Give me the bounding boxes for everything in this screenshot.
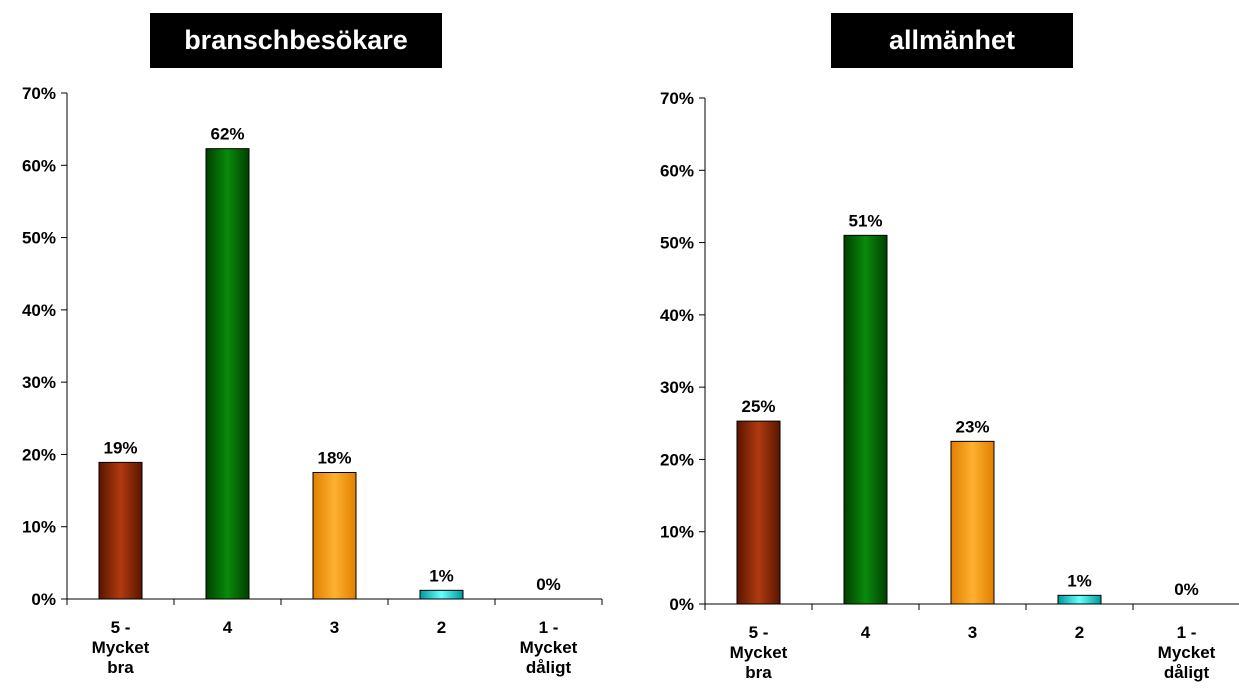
y-tick-label: 30% [22, 373, 56, 392]
y-tick-label: 10% [22, 518, 56, 537]
y-tick-label: 0% [669, 595, 694, 614]
bar [950, 440, 995, 605]
x-category-label: 2 [1075, 623, 1084, 642]
y-tick-label: 0% [31, 590, 56, 609]
bar [205, 148, 250, 600]
y-tick-label: 60% [660, 161, 694, 180]
y-tick-label: 70% [22, 84, 56, 103]
y-tick-label: 50% [22, 229, 56, 248]
bar [736, 420, 781, 605]
y-tick-label: 60% [22, 156, 56, 175]
x-category-label: 3 [330, 618, 339, 637]
bar [98, 461, 143, 600]
y-tick-label: 10% [660, 523, 694, 542]
bar-value-label: 23% [955, 417, 989, 436]
bar-value-label: 51% [848, 211, 882, 230]
bar-value-label: 19% [103, 438, 137, 457]
bar [1057, 594, 1102, 605]
chart-title-allmanhet: allmänhet [831, 13, 1073, 68]
bar-value-label: 0% [536, 575, 561, 594]
bar-value-label: 0% [1174, 580, 1199, 599]
y-tick-label: 20% [22, 445, 56, 464]
x-category-label: 1 -Mycket dåligt [520, 618, 578, 677]
x-category-label: 2 [437, 618, 446, 637]
y-tick-label: 30% [660, 378, 694, 397]
x-category-label: 4 [223, 618, 233, 637]
bar-value-label: 1% [1067, 571, 1092, 590]
x-category-label: 5 -Mycket bra [92, 618, 150, 677]
x-category-label: 5 -Mycket bra [730, 623, 788, 682]
bar [843, 234, 888, 605]
x-category-label: 3 [968, 623, 977, 642]
bar-value-label: 1% [429, 566, 454, 585]
y-tick-label: 40% [660, 306, 694, 325]
bar [419, 589, 464, 600]
bar-value-label: 62% [210, 125, 244, 144]
bar-value-label: 18% [317, 449, 351, 468]
bar [312, 472, 357, 600]
y-tick-label: 50% [660, 234, 694, 253]
y-tick-label: 20% [660, 450, 694, 469]
y-tick-label: 40% [22, 301, 56, 320]
x-category-label: 1 -Mycket dåligt [1158, 623, 1216, 682]
x-category-label: 4 [861, 623, 871, 642]
bar-value-label: 25% [741, 397, 775, 416]
chart-title-branschbesokare: branschbesökare [150, 13, 442, 68]
y-tick-label: 70% [660, 89, 694, 108]
